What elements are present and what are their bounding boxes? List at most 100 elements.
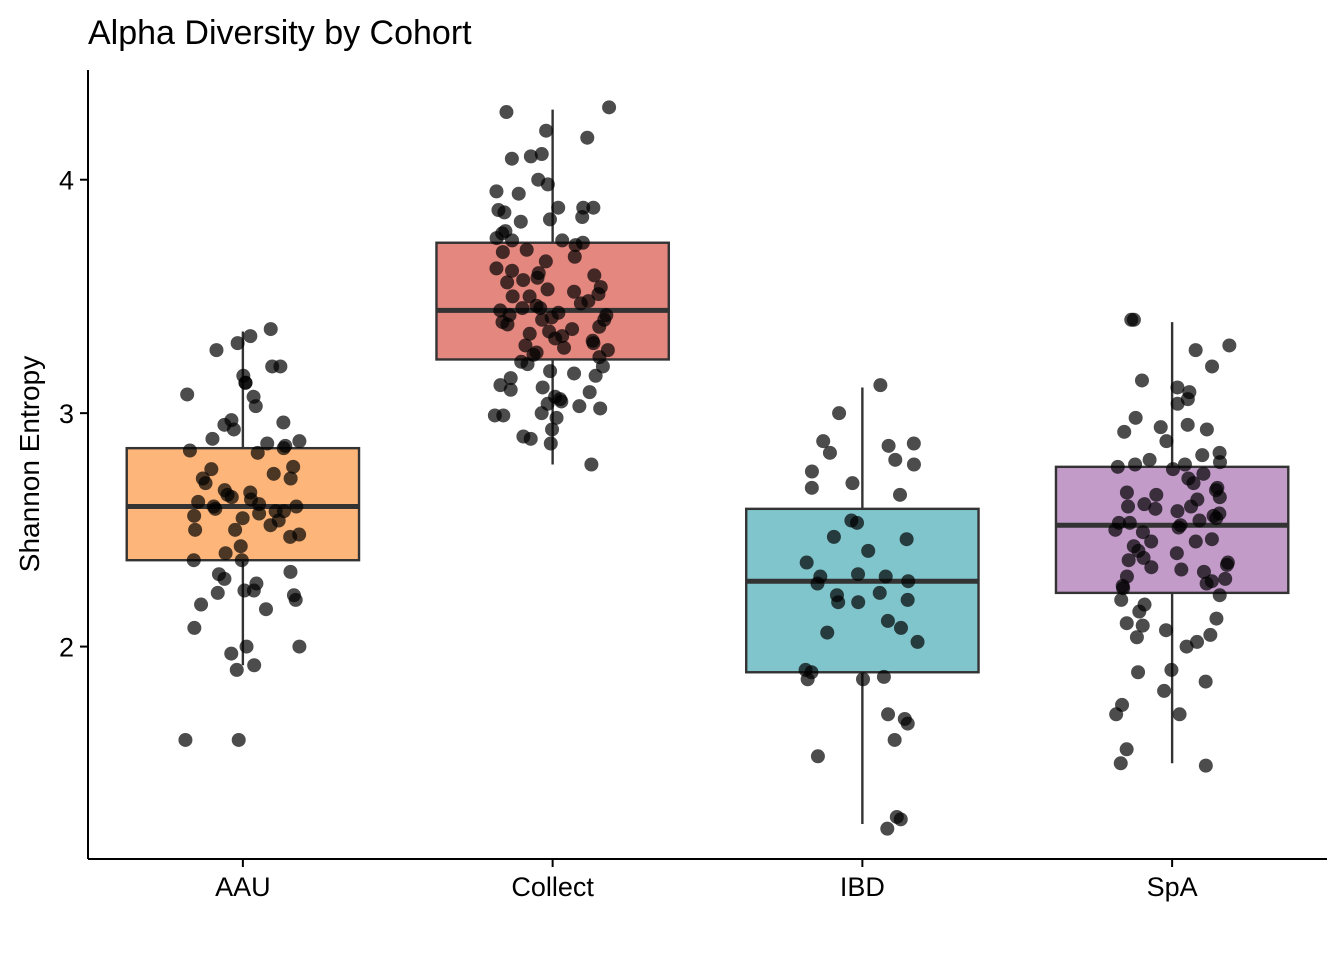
data-point bbox=[226, 422, 241, 437]
data-point bbox=[565, 322, 580, 337]
data-point bbox=[1218, 571, 1233, 586]
data-point bbox=[238, 375, 253, 390]
data-point bbox=[523, 431, 538, 446]
data-point bbox=[266, 466, 281, 481]
data-point bbox=[554, 394, 569, 409]
data-point bbox=[832, 406, 847, 421]
data-point bbox=[1170, 504, 1185, 519]
data-point bbox=[263, 518, 278, 533]
data-point bbox=[231, 732, 246, 747]
data-point bbox=[567, 366, 582, 381]
data-point bbox=[489, 231, 504, 246]
data-point bbox=[1174, 562, 1189, 577]
data-point bbox=[519, 242, 534, 257]
data-point bbox=[489, 261, 504, 276]
data-point bbox=[1199, 576, 1214, 591]
data-point bbox=[1169, 546, 1184, 561]
data-point bbox=[518, 338, 533, 353]
data-point bbox=[1135, 618, 1150, 633]
data-point bbox=[194, 597, 209, 612]
data-point bbox=[1144, 560, 1159, 575]
y-axis-title: Shannon Entropy bbox=[14, 356, 45, 572]
data-point bbox=[535, 380, 550, 395]
chart-title: Alpha Diversity by Cohort bbox=[88, 14, 472, 52]
data-point bbox=[243, 329, 258, 344]
data-point bbox=[1179, 639, 1194, 654]
axes: 2 3 4 AAU Collect IBD SpA bbox=[59, 70, 1327, 902]
data-point bbox=[1186, 476, 1201, 491]
data-point bbox=[831, 595, 846, 610]
data-point bbox=[1122, 515, 1137, 530]
data-point bbox=[505, 263, 520, 278]
data-point bbox=[1126, 312, 1141, 327]
data-point bbox=[887, 732, 902, 747]
data-point bbox=[182, 443, 197, 458]
data-point bbox=[543, 436, 558, 451]
data-point bbox=[224, 490, 239, 505]
data-point bbox=[804, 464, 819, 479]
data-point bbox=[1188, 343, 1203, 358]
data-point bbox=[247, 658, 262, 673]
data-point bbox=[591, 287, 606, 302]
data-point bbox=[572, 399, 587, 414]
data-point bbox=[1196, 466, 1211, 481]
data-point bbox=[283, 471, 298, 486]
data-point bbox=[1198, 758, 1213, 773]
data-point bbox=[845, 476, 860, 491]
data-point bbox=[804, 480, 819, 495]
data-point bbox=[1144, 534, 1159, 549]
data-point bbox=[1129, 630, 1144, 645]
data-point bbox=[1113, 756, 1128, 771]
data-point bbox=[250, 445, 265, 460]
data-point bbox=[1212, 455, 1227, 470]
data-point bbox=[186, 553, 201, 568]
data-point bbox=[224, 646, 239, 661]
data-point bbox=[1137, 497, 1152, 512]
x-tick-label: IBD bbox=[840, 872, 885, 902]
data-point bbox=[588, 368, 603, 383]
data-point bbox=[1117, 424, 1132, 439]
data-point bbox=[1128, 457, 1143, 472]
data-point bbox=[252, 506, 267, 521]
data-point bbox=[1192, 513, 1207, 528]
data-point bbox=[259, 602, 274, 617]
data-point bbox=[1149, 487, 1164, 502]
data-point bbox=[568, 238, 583, 253]
data-point bbox=[248, 399, 263, 414]
data-point bbox=[861, 543, 876, 558]
data-point bbox=[557, 340, 572, 355]
data-point bbox=[286, 459, 301, 474]
data-point bbox=[534, 406, 549, 421]
data-point bbox=[234, 553, 249, 568]
data-point bbox=[1153, 420, 1168, 435]
data-point bbox=[1142, 452, 1157, 467]
data-point bbox=[237, 583, 252, 598]
data-point bbox=[276, 415, 291, 430]
data-point bbox=[1212, 588, 1227, 603]
data-point bbox=[1170, 396, 1185, 411]
data-point bbox=[283, 564, 298, 579]
data-point bbox=[276, 441, 291, 456]
data-point bbox=[198, 476, 213, 491]
data-point bbox=[205, 431, 220, 446]
data-point bbox=[229, 662, 244, 677]
data-point bbox=[535, 312, 550, 327]
data-point bbox=[592, 319, 607, 334]
data-point bbox=[826, 529, 841, 544]
data-point bbox=[548, 331, 563, 346]
data-point bbox=[539, 123, 554, 138]
data-point bbox=[1190, 634, 1205, 649]
data-point bbox=[188, 522, 203, 537]
data-point bbox=[893, 487, 908, 502]
data-point bbox=[894, 620, 909, 635]
plot-area bbox=[125, 100, 1290, 836]
data-point bbox=[520, 357, 535, 372]
data-point bbox=[1135, 525, 1150, 540]
data-point bbox=[880, 613, 895, 628]
data-point bbox=[888, 452, 903, 467]
data-point bbox=[816, 434, 831, 449]
data-point bbox=[1148, 501, 1163, 516]
data-point bbox=[1177, 457, 1192, 472]
data-point bbox=[187, 508, 202, 523]
data-point bbox=[1196, 564, 1211, 579]
